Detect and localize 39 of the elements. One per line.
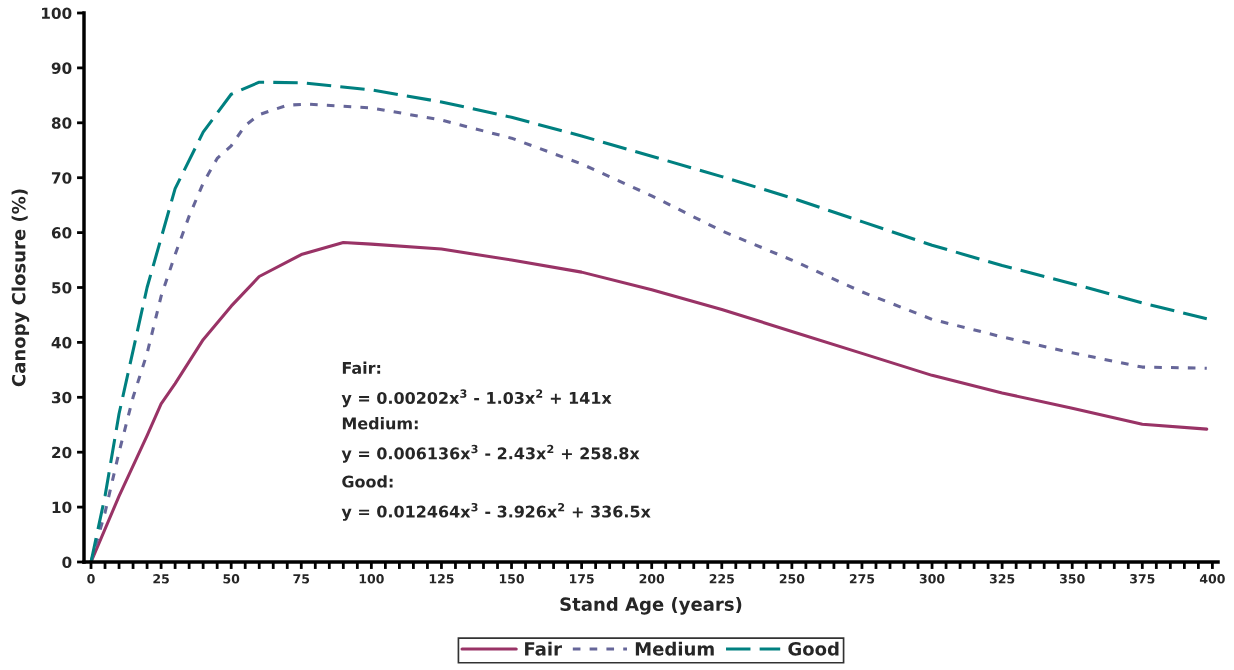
y-tick-label: 30 — [51, 391, 72, 404]
annotation: Medium: — [342, 417, 418, 430]
x-tick-label: 125 — [429, 574, 454, 584]
annotation: y = 0.00202x$^{3}$ - 1.03x$^{2}$ + 141x — [341, 389, 612, 408]
x-tick-label: 400 — [1199, 574, 1225, 584]
x-tick-label: 325 — [989, 574, 1015, 584]
y-tick-label: 40 — [51, 336, 72, 349]
x-tick-label: 150 — [499, 574, 524, 584]
x-tick-label: 100 — [359, 574, 384, 584]
legend-label: Medium — [635, 641, 714, 656]
annotation: Good: — [342, 475, 393, 488]
annotation: y = 0.006136x$^{3}$ - 2.43x$^{2}$ + 258.8x — [341, 444, 640, 463]
x-tick-label: 175 — [569, 574, 594, 584]
y-tick-label: 90 — [51, 62, 72, 74]
y-tick-label: 80 — [51, 117, 72, 129]
y-tick-label: 10 — [52, 501, 72, 514]
y-tick-label: 70 — [51, 172, 72, 184]
x-tick-label: 250 — [779, 574, 805, 584]
legend-label: Fair — [525, 641, 562, 656]
legend-label: Good — [788, 641, 839, 656]
x-axis-title: Stand Age (years) — [560, 597, 742, 615]
x-tick-label: 275 — [849, 574, 875, 584]
y-tick-label: 50 — [52, 281, 72, 294]
x-tick-label: 225 — [709, 574, 734, 584]
x-tick-label: 375 — [1130, 574, 1155, 584]
y-tick-label: 60 — [51, 227, 72, 239]
x-tick-label: 350 — [1060, 574, 1085, 584]
x-tick-label: 75 — [293, 574, 310, 584]
y-tick-label: 0 — [62, 556, 72, 569]
x-tick-label: 0 — [87, 574, 95, 584]
x-tick-label: 200 — [639, 574, 665, 584]
y-tick-label: 100 — [42, 7, 72, 20]
x-tick-label: 50 — [223, 574, 240, 584]
y-tick-label: 20 — [52, 446, 72, 459]
annotation: Fair: — [342, 361, 381, 374]
x-tick-label: 300 — [919, 574, 945, 584]
x-tick-label: 25 — [153, 574, 169, 584]
y-axis-title: Canopy Closure (%) — [11, 189, 30, 387]
annotation: y = 0.012464x$^{3}$ - 3.926x$^{2}$ + 336.5x — [341, 502, 651, 521]
